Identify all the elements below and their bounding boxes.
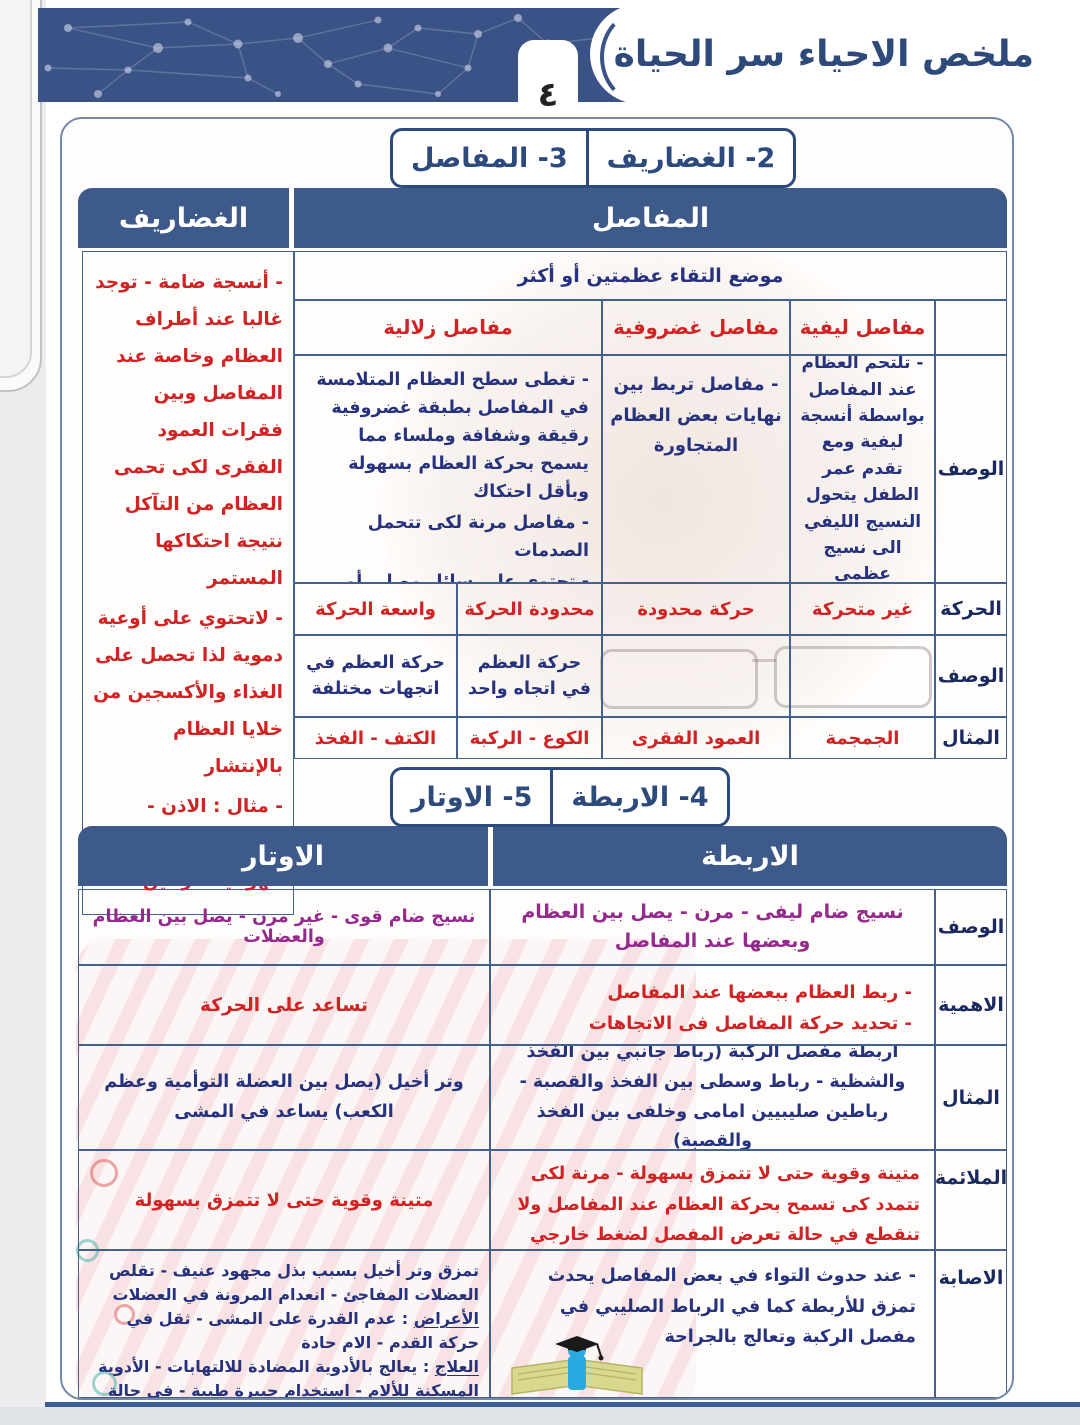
injury-treatment: العلاج : يعالج بالأدوية المضادة للالتهاب… (89, 1355, 479, 1398)
badge-label-tendons: 5- الاوتار (393, 770, 554, 824)
row-label-description: الوصف (935, 355, 1007, 583)
joints-grid: موضع التقاء عظمتين أو أكثر مفاصل ليفية م… (294, 251, 1007, 915)
synovial-point: - تغطى سطح العظام المتلامسة في المفاصل ب… (316, 370, 589, 502)
fibrous-type-cell: مفاصل ليفية (790, 300, 935, 355)
graduate-book-icon (511, 1336, 643, 1395)
badge-ligaments-section: 4- الاربطة 5- الاوتار (390, 767, 730, 827)
different-directions-cell: حركة العظم في اتجهات مختلفة (294, 635, 457, 717)
cartilaginous-movement-cell: حركة محدودة (602, 583, 790, 635)
background-glasses-bridge (752, 659, 776, 662)
empty-cell (935, 300, 1007, 355)
fibrous-example-cell: الجمجمة (790, 717, 935, 759)
doodle-circle (92, 1371, 117, 1396)
cartilaginous-type-cell: مفاصل غضروفية (602, 300, 790, 355)
table1-header-row: المفاصل الغضاريف (78, 188, 1007, 248)
ligaments-tendons-table: الاربطة الاوتار الوصف نسيج ضام ليفى - مر… (78, 826, 1007, 1398)
joints-definition-cell: موضع التقاء عظمتين أو أكثر (294, 251, 1007, 300)
header-bar: ملخص الاحياء سر الحياة ٤ (38, 4, 1048, 118)
page-number: ٤ (537, 74, 559, 115)
ligaments-example-cell: اربطة مفصل الركبة (رباط جانبي بين الفخذ … (490, 1045, 935, 1150)
bottom-divider (45, 1402, 1080, 1407)
synovial-wide-movement-cell: واسعة الحركة (294, 583, 457, 635)
watermark-logo: Nezakrنذاكر (497, 1334, 657, 1400)
content-card: 2- الغضاريف 3- المفاصل المفاصل الغضاريف … (60, 117, 1014, 1400)
tendons-importance-cell: تساعد على الحركة (78, 965, 490, 1045)
badge-label-joints: 3- المفاصل (393, 131, 589, 185)
title-arc-decoration (600, 10, 682, 104)
row-label-description2: الوصف (935, 635, 1007, 717)
bottom-margin (0, 1407, 1080, 1425)
table1-body: موضع التقاء عظمتين أو أكثر مفاصل ليفية م… (78, 251, 1007, 915)
symptoms-label: الأعراض (413, 1309, 479, 1328)
tendons-description-cell: نسيج ضام قوى - غير مرن - يصل بين العظام … (78, 889, 490, 965)
cartilage-point: - أنسجة ضامة - توجد غالبا عند أطراف العظ… (95, 272, 283, 589)
synovial-limited-movement-cell: محدودة الحركة (457, 583, 602, 635)
row-label-suitability: الملائمة (935, 1150, 1007, 1250)
synovial-limited-example-cell: الكوع - الركبة (457, 717, 602, 759)
background-glasses-right (774, 646, 932, 708)
treatment-text: : يعالج بالأدوية المضادة للالتهابات - ال… (98, 1357, 479, 1398)
page-behind-inner (0, 0, 32, 378)
empty-cell (602, 635, 790, 717)
symptoms-text: : عدم القدرة على المشى - ثقل في حركة الق… (126, 1309, 479, 1352)
cartilage-header: الغضاريف (78, 188, 289, 248)
cartilaginous-example-cell: العمود الفقرى (602, 717, 790, 759)
cartilage-point: - لاتحتوي على أوعية دموية لذا تحصل على ا… (93, 608, 283, 777)
tendons-header: الاوتار (78, 826, 488, 886)
tendons-example-cell: وتر أخيل (يصل بين العضلة التوأمية وعظم ا… (78, 1045, 490, 1150)
tendons-injury-cell: تمزق وتر أخيل بسبب بذل مجهود عنيف - تقلص… (78, 1250, 490, 1398)
synovial-point: - مفاصل مرنة لكى تتحمل الصدمات (367, 513, 589, 561)
cartilage-description-cell: - أنسجة ضامة - توجد غالبا عند أطراف العظ… (82, 251, 294, 915)
cartilaginous-description-cell: - مفاصل تربط بين نهايات بعض العظام المتج… (602, 355, 790, 583)
importance-point: - ربط العظام ببعضها عند المفاصل (607, 982, 912, 1003)
page-title: ملخص الاحياء سر الحياة (613, 33, 1034, 75)
doodle-circle (114, 1304, 135, 1325)
ligaments-injury-cell: - عند حدوث التواء في بعض المفاصل يحدث تم… (490, 1250, 935, 1398)
synovial-description-cell: - تغطى سطح العظام المتلامسة في المفاصل ب… (294, 355, 602, 583)
background-shirt (76, 939, 696, 1398)
badge-joints-section: 2- الغضاريف 3- المفاصل (390, 128, 797, 188)
injury-cause: تمزق وتر أخيل بسبب بذل مجهود عنيف - تقلص… (109, 1261, 479, 1304)
ligaments-header: الاربطة (493, 826, 1007, 886)
page-number-tab: ٤ (518, 40, 578, 118)
row-label-example: المثال (935, 717, 1007, 759)
fibrous-movement-cell: غير متحركة (790, 583, 935, 635)
row-label-injury: الاصابة (935, 1250, 1007, 1398)
brand-arabic: نذاكر (596, 1399, 640, 1400)
doodle-circle (90, 1159, 118, 1187)
badge-label-ligaments: 4- الاربطة (571, 781, 709, 813)
page-stack-edge (0, 0, 46, 1425)
ligaments-suitability-cell: متينة وقوية حتى لا تتمزق بسهولة - مرنة ل… (490, 1150, 935, 1250)
row-label-description: الوصف (935, 889, 1007, 965)
synovial-type-cell: مفاصل زلالية (294, 300, 602, 355)
table2-header-row: الاربطة الاوتار (78, 826, 1007, 886)
treatment-label: العلاج (434, 1357, 479, 1376)
synovial-wide-example-cell: الكتف - الفخذ (294, 717, 457, 759)
row-label-importance: الاهمية (935, 965, 1007, 1045)
injury-symptoms: الأعراض : عدم القدرة على المشى - ثقل في … (89, 1307, 479, 1355)
badge-label-cartilage: 2- الغضاريف (606, 142, 776, 174)
title-pill: ملخص الاحياء سر الحياة (590, 4, 1048, 104)
fibrous-description-cell: - تلتحم العظام عند المفاصل بواسطة أنسجة … (790, 355, 935, 583)
synovial-point: - تحتوى على سائل مصلي أو زلالي تسهل من ا… (345, 572, 589, 583)
joints-cartilage-table: المفاصل الغضاريف موضع التقاء عظمتين أو أ… (78, 188, 1007, 915)
empty-cell (790, 635, 935, 717)
table2-body: الوصف نسيج ضام ليفى - مرن - يصل بين العظ… (78, 889, 1007, 1398)
one-direction-cell: حركة العظم في اتجاه واحد (457, 635, 602, 717)
brand-latin: Nezakr (514, 1399, 597, 1400)
background-portrait (382, 235, 942, 765)
joints-header: المفاصل (294, 188, 1007, 248)
ligaments-importance-cell: - ربط العظام ببعضها عند المفاصل - تحديد … (490, 965, 935, 1045)
tendons-suitability-cell: متينة وقوية حتى لا تتمزق بسهولة (78, 1150, 490, 1250)
row-label-movement: الحركة (935, 583, 1007, 635)
importance-point: - تحديد حركة المفاصل فى الاتجاهات المختل… (588, 1012, 912, 1044)
row-label-example: المثال (935, 1045, 1007, 1150)
ligaments-description-cell: نسيج ضام ليفى - مرن - يصل بين العظام وبع… (490, 889, 935, 965)
